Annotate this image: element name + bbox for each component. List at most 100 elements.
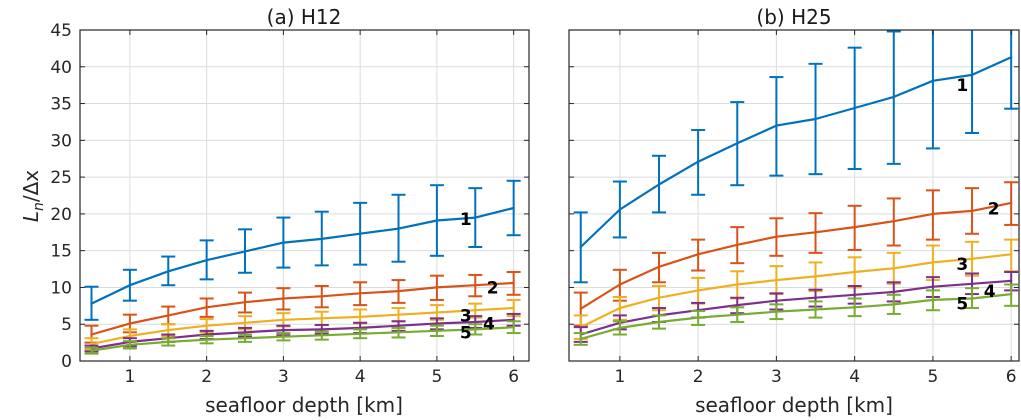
y-tick-label: 15 xyxy=(50,242,72,262)
x-tick-label: 6 xyxy=(508,367,519,387)
data-point xyxy=(282,335,285,338)
data-point xyxy=(397,289,400,293)
error-bar xyxy=(612,180,627,239)
series-label: 1 xyxy=(956,76,968,96)
series-label: 3 xyxy=(956,255,968,275)
y-tick-label: 25 xyxy=(50,168,72,188)
error-bar xyxy=(391,193,406,263)
data-point xyxy=(474,320,477,324)
panel-b-x-axis-label: seafloor depth [km] xyxy=(695,393,893,417)
y-axis-label-subscript: n xyxy=(31,202,47,211)
series-label: 2 xyxy=(487,278,499,298)
data-point xyxy=(814,308,817,311)
error-bar xyxy=(965,187,980,235)
data-point xyxy=(736,283,739,286)
error-bar xyxy=(238,333,253,343)
error-bar xyxy=(353,201,368,266)
error-bar xyxy=(652,154,666,214)
data-point xyxy=(696,316,700,319)
series-label: 4 xyxy=(483,314,495,334)
series-line xyxy=(580,201,1012,310)
error-bar xyxy=(652,251,666,284)
series-5 xyxy=(573,283,1019,346)
data-point xyxy=(435,322,439,325)
data-point xyxy=(435,219,439,222)
error-bar xyxy=(314,210,329,267)
data-point xyxy=(243,331,247,334)
series-label: 2 xyxy=(988,200,1000,220)
data-point xyxy=(618,326,622,330)
x-tick-label: 2 xyxy=(693,367,704,387)
error-bar xyxy=(122,268,137,302)
data-point xyxy=(696,289,700,292)
error-bar xyxy=(429,184,444,257)
data-point xyxy=(853,293,856,296)
error-bar xyxy=(506,270,521,296)
x-tick-label: 3 xyxy=(278,367,289,387)
data-point xyxy=(358,315,362,319)
error-bar xyxy=(199,239,214,281)
error-bar xyxy=(84,346,99,355)
error-bar xyxy=(925,189,940,241)
error-bar xyxy=(429,274,444,301)
data-point xyxy=(853,106,856,110)
data-point xyxy=(435,311,439,314)
series-line xyxy=(91,306,514,346)
data-point xyxy=(282,318,285,322)
data-point xyxy=(970,209,974,213)
error-bar xyxy=(276,216,291,269)
error-bar xyxy=(199,334,214,345)
data-point xyxy=(167,340,170,344)
data-point xyxy=(736,303,739,307)
data-point xyxy=(931,285,935,288)
data-point xyxy=(474,216,477,219)
data-point xyxy=(1009,201,1013,205)
error-bar xyxy=(925,289,940,312)
error-bar xyxy=(769,217,784,257)
data-point xyxy=(90,349,93,352)
data-point xyxy=(474,284,477,287)
x-tick-label: 5 xyxy=(431,367,442,387)
error-bar xyxy=(652,314,666,330)
error-bar xyxy=(353,281,368,307)
x-tick-label: 4 xyxy=(355,367,366,387)
series-label: 4 xyxy=(984,282,996,302)
data-point xyxy=(358,232,362,235)
data-point xyxy=(167,328,170,332)
data-point xyxy=(892,220,895,223)
y-tick-label: 40 xyxy=(50,58,72,78)
data-point xyxy=(618,208,622,211)
series-line xyxy=(91,206,514,305)
series-5 xyxy=(84,320,521,355)
data-point xyxy=(167,314,170,317)
series-line xyxy=(91,281,514,336)
error-bar xyxy=(573,332,588,346)
panel-a-series-labels: 1 23 45 xyxy=(460,210,499,343)
data-point xyxy=(775,299,778,302)
data-point xyxy=(579,245,582,249)
series-4 xyxy=(573,270,1019,343)
data-point xyxy=(736,243,739,246)
panel-b-plot-area xyxy=(573,30,1019,346)
data-point xyxy=(579,337,582,341)
series-2 xyxy=(84,270,521,344)
series-line xyxy=(579,56,1012,248)
error-bar xyxy=(1004,30,1019,110)
error-bar xyxy=(730,101,745,187)
data-point xyxy=(970,73,974,77)
data-point xyxy=(205,259,208,262)
data-point xyxy=(512,306,515,310)
error-bar xyxy=(314,330,329,341)
series-line xyxy=(91,326,514,352)
error-bar xyxy=(391,279,406,304)
error-bar xyxy=(573,211,588,284)
data-point xyxy=(512,281,515,285)
x-tick-label: 5 xyxy=(927,367,938,387)
error-bar xyxy=(691,238,706,272)
error-bar xyxy=(122,340,137,350)
y-tick-label: 20 xyxy=(50,205,72,225)
data-point xyxy=(243,336,247,340)
data-point xyxy=(657,183,661,186)
